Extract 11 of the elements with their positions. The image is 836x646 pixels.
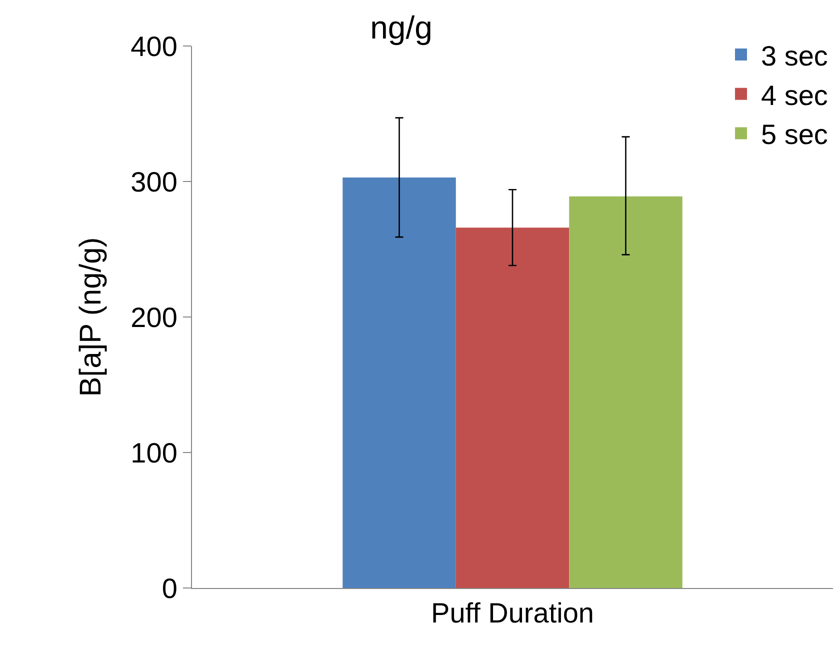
legend-label: 4 sec: [761, 80, 828, 111]
y-tick-label: 200: [130, 302, 178, 333]
y-axis-title: B[a]P (ng/g): [74, 237, 108, 397]
y-tick-label: 400: [130, 30, 178, 62]
y-tick-label: 300: [130, 166, 178, 198]
legend-label: 3 sec: [761, 40, 828, 72]
y-tick-label: 0: [162, 572, 178, 604]
x-tick-label: Puff Duration: [431, 598, 594, 629]
chart-title: ng/g: [370, 10, 432, 46]
y-tick-label: 100: [130, 437, 178, 468]
legend-label: 5 sec: [761, 119, 828, 150]
